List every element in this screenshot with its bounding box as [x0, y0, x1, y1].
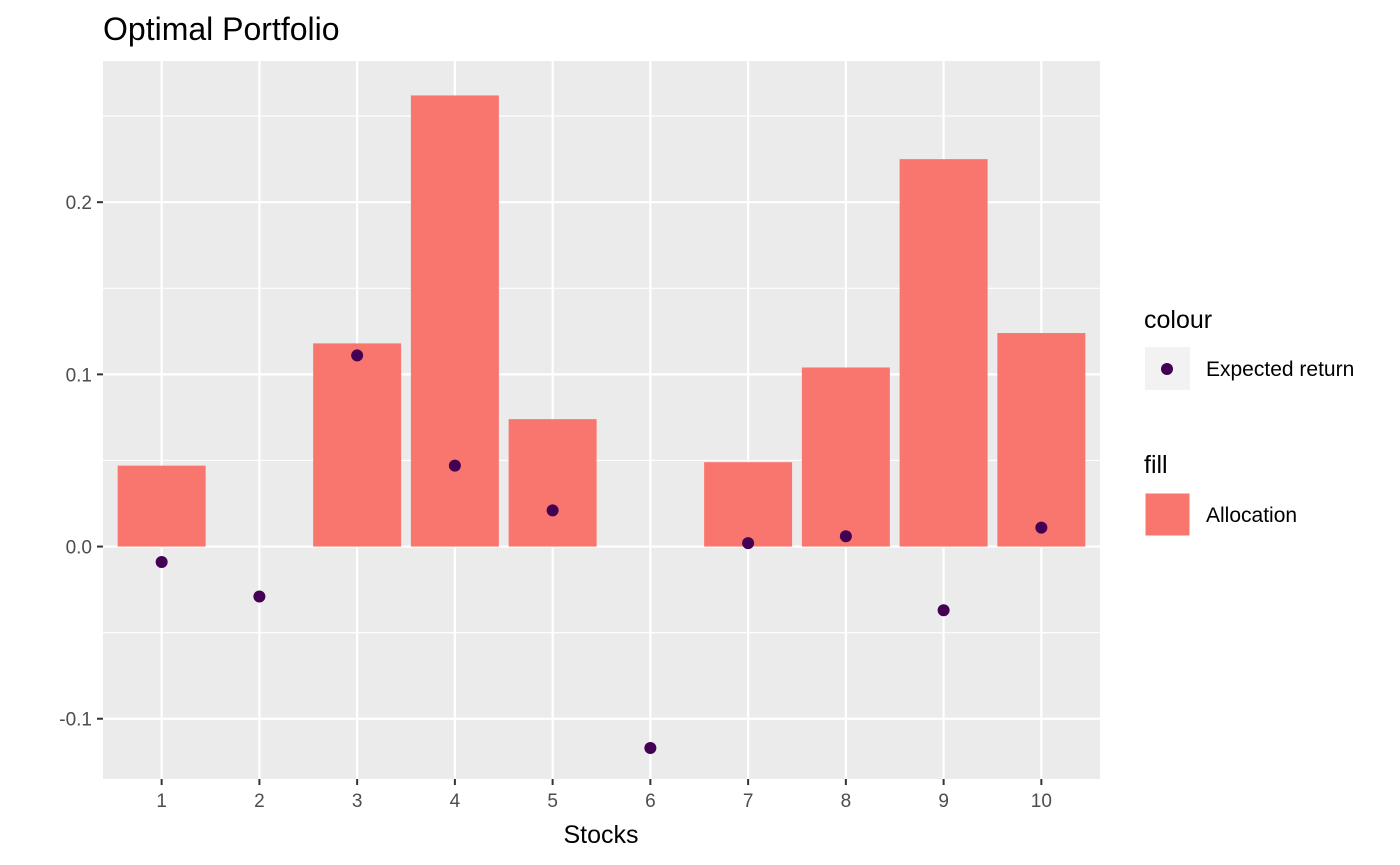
point-expected-return-3 — [351, 349, 364, 362]
point-expected-return-10 — [1035, 521, 1048, 534]
x-tick-label: 4 — [450, 791, 461, 812]
legend-expected-return-label: Expected return — [1206, 358, 1354, 381]
chart-title: Optimal Portfolio — [103, 11, 340, 47]
x-tick-label: 10 — [1031, 791, 1052, 812]
expected-return-points — [155, 349, 1048, 755]
legend-fill-key — [1144, 492, 1191, 537]
x-tick-label: 3 — [352, 791, 363, 812]
point-expected-return-1 — [155, 556, 168, 569]
bar-allocation-9 — [899, 159, 988, 547]
point-expected-return-2 — [253, 590, 266, 603]
y-tick-label: -0.1 — [59, 710, 92, 731]
x-axis-title: Stocks — [563, 821, 638, 849]
point-expected-return-6 — [644, 742, 657, 755]
bar-allocation-5 — [508, 419, 597, 547]
point-expected-return-4 — [448, 459, 461, 472]
bar-allocation-10 — [997, 333, 1086, 547]
bar-allocation-4 — [410, 95, 499, 547]
point-expected-return-7 — [742, 537, 755, 550]
bar-allocation-1 — [117, 465, 206, 547]
point-expected-return-5 — [546, 504, 559, 517]
legend-fill-title: fill — [1144, 451, 1168, 479]
x-tick-label: 8 — [841, 791, 852, 812]
legend-allocation-label: Allocation — [1206, 504, 1297, 527]
x-tick-label: 5 — [547, 791, 558, 812]
x-axis: 1 2 3 4 5 6 7 8 9 10 — [156, 779, 1052, 812]
x-tick-label: 7 — [743, 791, 754, 812]
x-tick-label: 2 — [254, 791, 265, 812]
x-tick-label: 1 — [156, 791, 167, 812]
bar-allocation-8 — [801, 367, 890, 547]
legend-colour-title: colour — [1144, 306, 1212, 334]
bar-allocation-7 — [704, 462, 793, 547]
point-expected-return-9 — [937, 604, 950, 617]
y-axis: -0.1 0.0 0.1 0.2 — [59, 193, 103, 731]
y-tick-label: 0.1 — [66, 365, 92, 386]
bar-allocation-3 — [313, 343, 402, 547]
x-tick-label: 9 — [938, 791, 949, 812]
y-tick-label: 0.0 — [66, 538, 92, 559]
legend-point-icon — [1161, 363, 1173, 375]
y-tick-label: 0.2 — [66, 193, 92, 214]
point-expected-return-8 — [839, 530, 852, 543]
x-tick-label: 6 — [645, 791, 656, 812]
legend: colour Expected return fill Allocation — [1144, 306, 1354, 537]
